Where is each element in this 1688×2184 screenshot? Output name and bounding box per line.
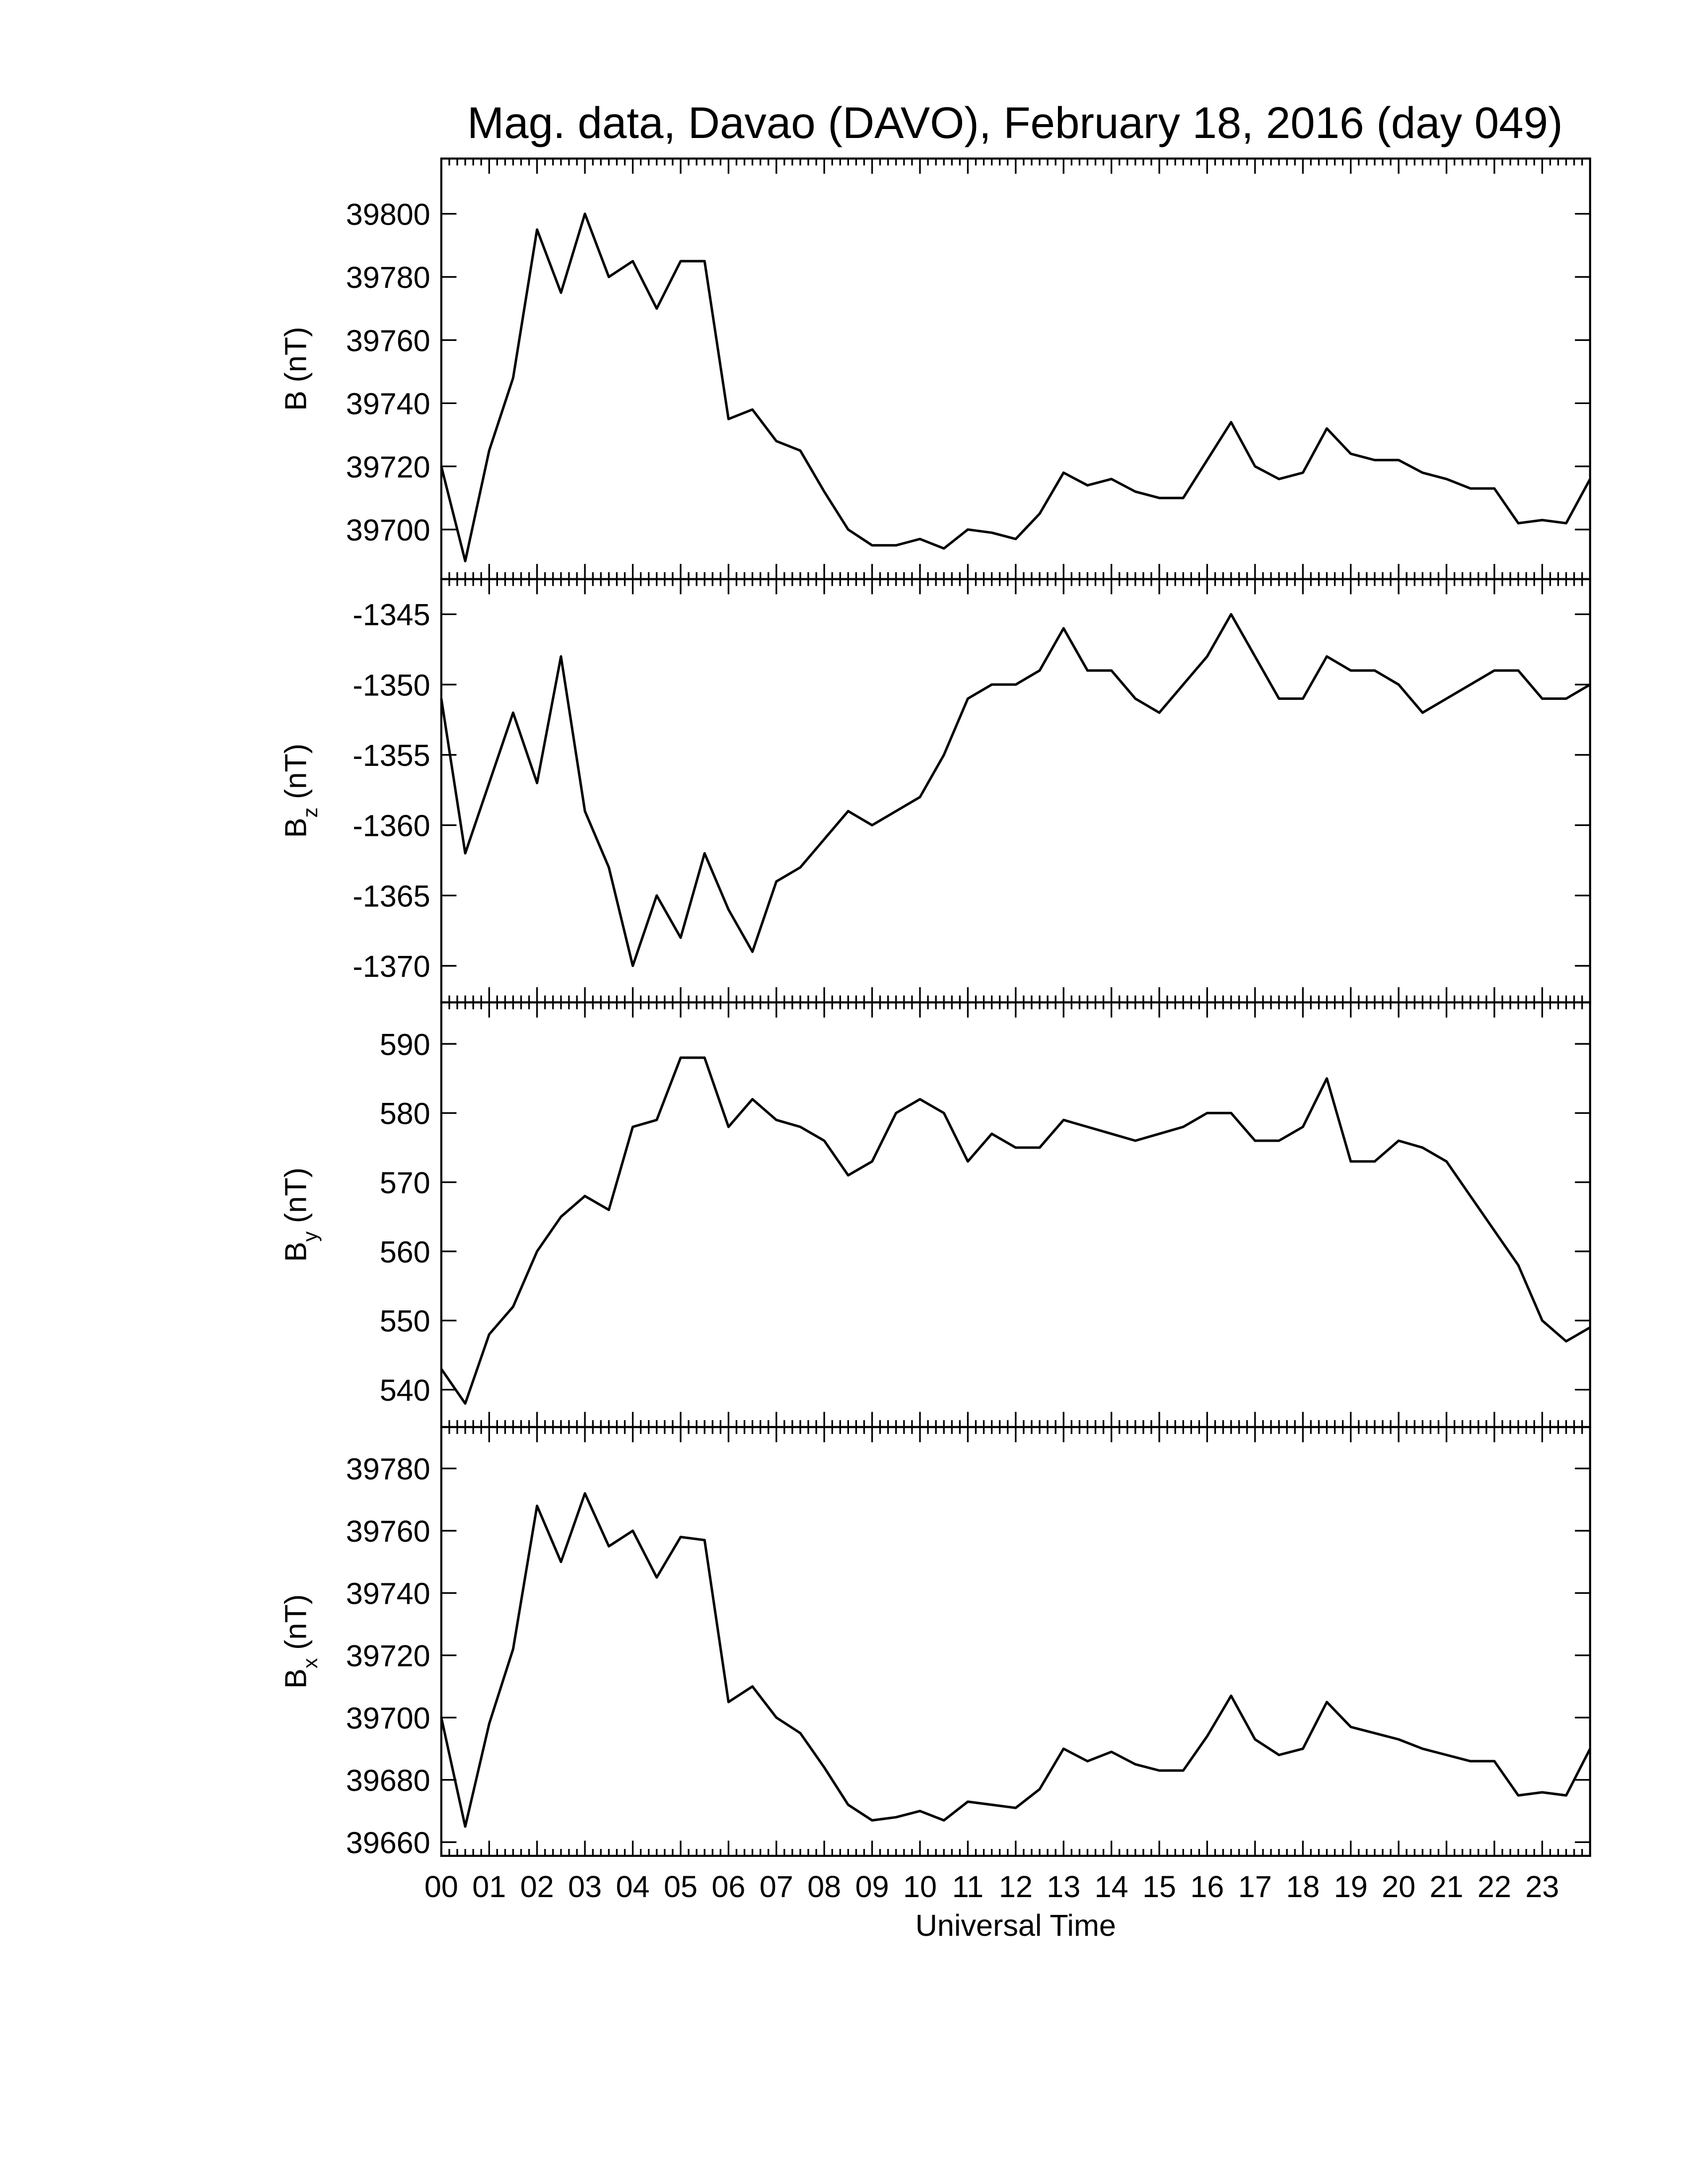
x-tick-label: 09 [855,1870,889,1904]
y-tick-label: 570 [380,1166,430,1200]
y-tick-label: -1360 [352,809,430,843]
x-tick-label: 13 [1047,1870,1080,1904]
y-tick-label: -1350 [352,668,430,702]
y-tick-label: -1345 [352,598,430,632]
y-tick-label: 39720 [346,450,430,484]
y-tick-label: 39780 [346,261,430,294]
y-tick-label: 560 [380,1235,430,1269]
x-tick-label: 07 [760,1870,793,1904]
x-tick-label: 21 [1430,1870,1464,1904]
y-tick-label: 39780 [346,1452,430,1486]
y-axis-label-main: B [279,818,313,838]
y-tick-label: -1365 [352,879,430,913]
y-axis-label-unit: (nT) [279,327,313,382]
x-axis-label: Universal Time [915,1909,1116,1942]
y-axis-label-unit: (nT) [279,1167,313,1223]
x-tick-label: 22 [1477,1870,1511,1904]
y-tick-label: 39680 [346,1764,430,1797]
chart-title: Mag. data, Davao (DAVO), February 18, 20… [467,98,1563,147]
y-axis-label-main: B [279,1668,313,1689]
x-tick-label: 16 [1190,1870,1224,1904]
y-tick-label: 39740 [346,387,430,421]
y-axis-label: Bz (nT) [279,744,322,838]
y-axis-label-unit: (nT) [279,744,313,799]
y-tick-label: 39760 [346,324,430,357]
y-axis-label: B (nT) [279,327,313,410]
x-tick-label: 04 [616,1870,650,1904]
y-tick-label: 540 [380,1373,430,1407]
y-tick-label: 39700 [346,513,430,547]
x-tick-label: 08 [807,1870,841,1904]
x-tick-label: 18 [1286,1870,1320,1904]
y-axis-label-sub: x [298,1658,322,1668]
x-tick-label: 12 [999,1870,1033,1904]
y-tick-label: 580 [380,1097,430,1131]
y-tick-label: 590 [380,1027,430,1061]
x-tick-label: 10 [903,1870,937,1904]
x-tick-label: 17 [1238,1870,1272,1904]
x-tick-label: 01 [472,1870,506,1904]
y-axis-label-unit: (nT) [279,1594,313,1650]
data-line [440,1056,1591,1405]
data-line [440,613,1591,967]
x-tick-label: 20 [1382,1870,1415,1904]
y-axis-label-main: B [279,1242,313,1262]
data-line [440,1492,1592,1828]
y-tick-label: -1370 [352,950,430,983]
y-axis-label: Bx (nT) [279,1594,322,1689]
x-tick-label: 05 [664,1870,698,1904]
x-tick-label: 02 [520,1870,554,1904]
x-tick-label: 19 [1334,1870,1368,1904]
y-axis-label-sub: z [298,808,322,818]
x-tick-label: 03 [568,1870,602,1904]
y-tick-label: 39740 [346,1577,430,1611]
x-tick-label: 06 [711,1870,745,1904]
data-line [440,212,1591,562]
x-tick-label: 00 [424,1870,458,1904]
y-tick-label: 39700 [346,1702,430,1735]
x-tick-label: 14 [1095,1870,1128,1904]
y-tick-label: 39720 [346,1639,430,1673]
y-tick-label: 39760 [346,1514,430,1548]
y-axis-label-main: B [279,391,313,411]
y-axis-label-sub: y [298,1231,322,1242]
x-tick-label: 15 [1142,1870,1176,1904]
y-tick-label: 550 [380,1304,430,1338]
y-tick-label: -1355 [352,739,430,772]
y-tick-label: 39800 [346,198,430,231]
x-tick-label: 11 [952,1870,984,1904]
y-axis-label: By (nT) [279,1167,322,1262]
y-tick-label: 39660 [346,1826,430,1860]
x-tick-label: 23 [1525,1870,1559,1904]
